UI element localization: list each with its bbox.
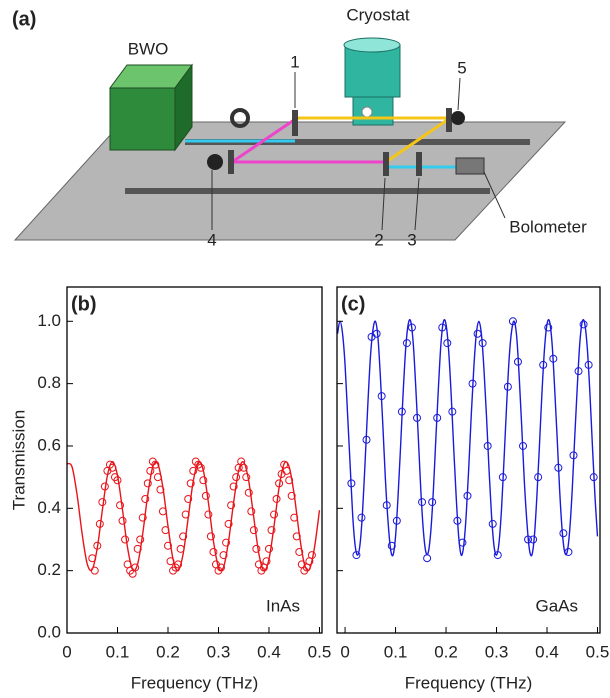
element-label: 3 [407,230,416,249]
data-point [177,545,184,552]
bwo-front [110,88,175,150]
data-point [560,530,567,537]
y-tick-label: 0.4 [37,498,61,517]
x-tick-label: 0.3 [485,642,509,661]
mirror [228,150,234,174]
cryostat-base [353,97,393,125]
cryostat-top [344,38,400,52]
x-axis-label: Frequency (THz) [405,673,533,692]
x-axis-label: Frequency (THz) [131,673,259,692]
data-point [283,467,290,474]
data-point [233,474,240,481]
detector-5 [451,111,465,125]
data-point [205,511,212,518]
data-point [250,527,257,534]
data-point [245,489,252,496]
component-label: BWO [128,39,169,58]
element-label: 5 [457,58,466,77]
y-tick-label: 0.8 [37,373,61,392]
x-tick-label: 0 [340,642,349,661]
y-tick-label: 1.0 [37,311,61,330]
polarizer [416,152,422,176]
component-label: Cryostat [346,5,410,24]
mirror [446,108,452,132]
data-point [99,499,106,506]
y-tick-label: 0.2 [37,560,61,579]
x-tick-label: 0.4 [535,642,559,661]
material-label: InAs [266,596,300,615]
data-point [144,480,151,487]
cryostat-window [362,107,372,117]
data-point [137,536,144,543]
data-point [271,511,278,518]
bolometer-box [456,158,484,174]
element-label: 1 [290,52,299,71]
material-label: GaAs [535,596,578,615]
x-tick-label: 0.2 [156,642,180,661]
x-tick-label: 0.5 [586,642,610,661]
data-point [91,567,98,574]
x-tick-label: 0.3 [207,642,231,661]
data-point [530,536,537,543]
x-tick-label: 0.5 [308,642,332,661]
x-tick-label: 0.1 [106,642,130,661]
rail [125,188,490,194]
data-point [459,539,466,546]
plot-area [338,318,598,562]
element-label: 4 [207,230,216,249]
leader-line [458,78,460,110]
data-point [565,548,572,555]
mirror [292,110,298,136]
component-label: Bolometer [509,217,587,236]
y-axis-label: Transmission [9,410,28,510]
mirror [383,152,389,176]
panel-label: (a) [12,8,36,30]
x-tick-label: 0.2 [434,642,458,661]
y-tick-label: 0.6 [37,435,61,454]
data-point [253,545,260,552]
data-point [202,492,209,499]
data-point [119,517,126,524]
data-point [147,467,154,474]
panel-label: (b) [71,293,97,315]
setup-diagram: (a) BWO Cryostat Bolometer 1 2 3 4 5 [12,5,587,249]
cryostat-body [345,45,400,97]
data-point [424,555,431,562]
x-tick-label: 0.4 [257,642,281,661]
figure: (a) BWO Cryostat Bolometer 1 2 3 4 5 00.… [0,0,610,698]
data-point [122,536,129,543]
data-point [308,552,315,559]
data-point [154,474,161,481]
plot-area [67,458,319,577]
data-point [373,330,380,337]
y-tick-label: 0.0 [37,622,61,641]
panel-label: (c) [341,293,365,315]
fit-line [338,320,598,556]
x-tick-label: 0.1 [384,642,408,661]
detector-4 [207,154,223,170]
x-tick-label: 0 [62,642,71,661]
data-point [248,508,255,515]
data-point [474,330,481,337]
plot-frame [67,287,322,633]
element-label: 2 [374,230,383,249]
